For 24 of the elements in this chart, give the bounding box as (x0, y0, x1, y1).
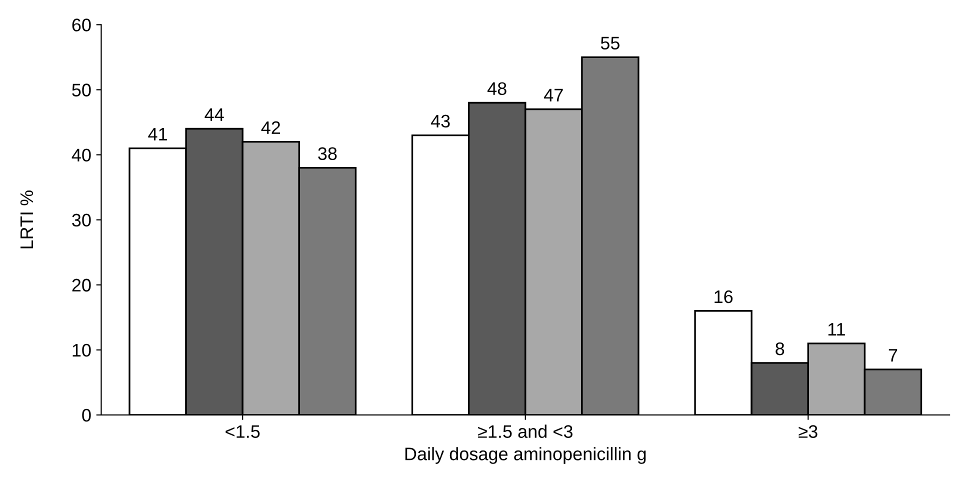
data-label: 43 (430, 114, 450, 128)
data-label: 11 (828, 323, 845, 336)
data-label: 42 (261, 121, 280, 134)
y-tick-label: 0 (82, 408, 91, 422)
data-label: 47 (544, 88, 563, 102)
y-tick-label: 40 (72, 148, 91, 162)
y-tick-label: 10 (72, 344, 91, 357)
data-label: 38 (318, 147, 337, 160)
y-tick-label: 20 (72, 278, 91, 292)
x-tick-label: ≥3 (798, 425, 818, 438)
data-label: 8 (776, 342, 784, 356)
y-axis-title: LRTI % (20, 190, 34, 248)
data-label: 55 (600, 36, 620, 50)
y-tick-label: 60 (72, 18, 91, 32)
y-tick-label: 30 (72, 214, 91, 227)
data-label: 44 (204, 108, 224, 121)
data-label: 7 (888, 349, 898, 362)
data-label: 48 (487, 82, 506, 96)
data-label: 16 (714, 290, 733, 304)
data-label: 41 (148, 128, 167, 140)
x-tick-label: ≥1.5 and <3 (478, 424, 572, 438)
x-axis-title: Daily dosage aminopenicillin g (405, 447, 646, 464)
y-tick-label: 50 (72, 84, 91, 96)
x-tick-label: <1.5 (226, 425, 260, 438)
